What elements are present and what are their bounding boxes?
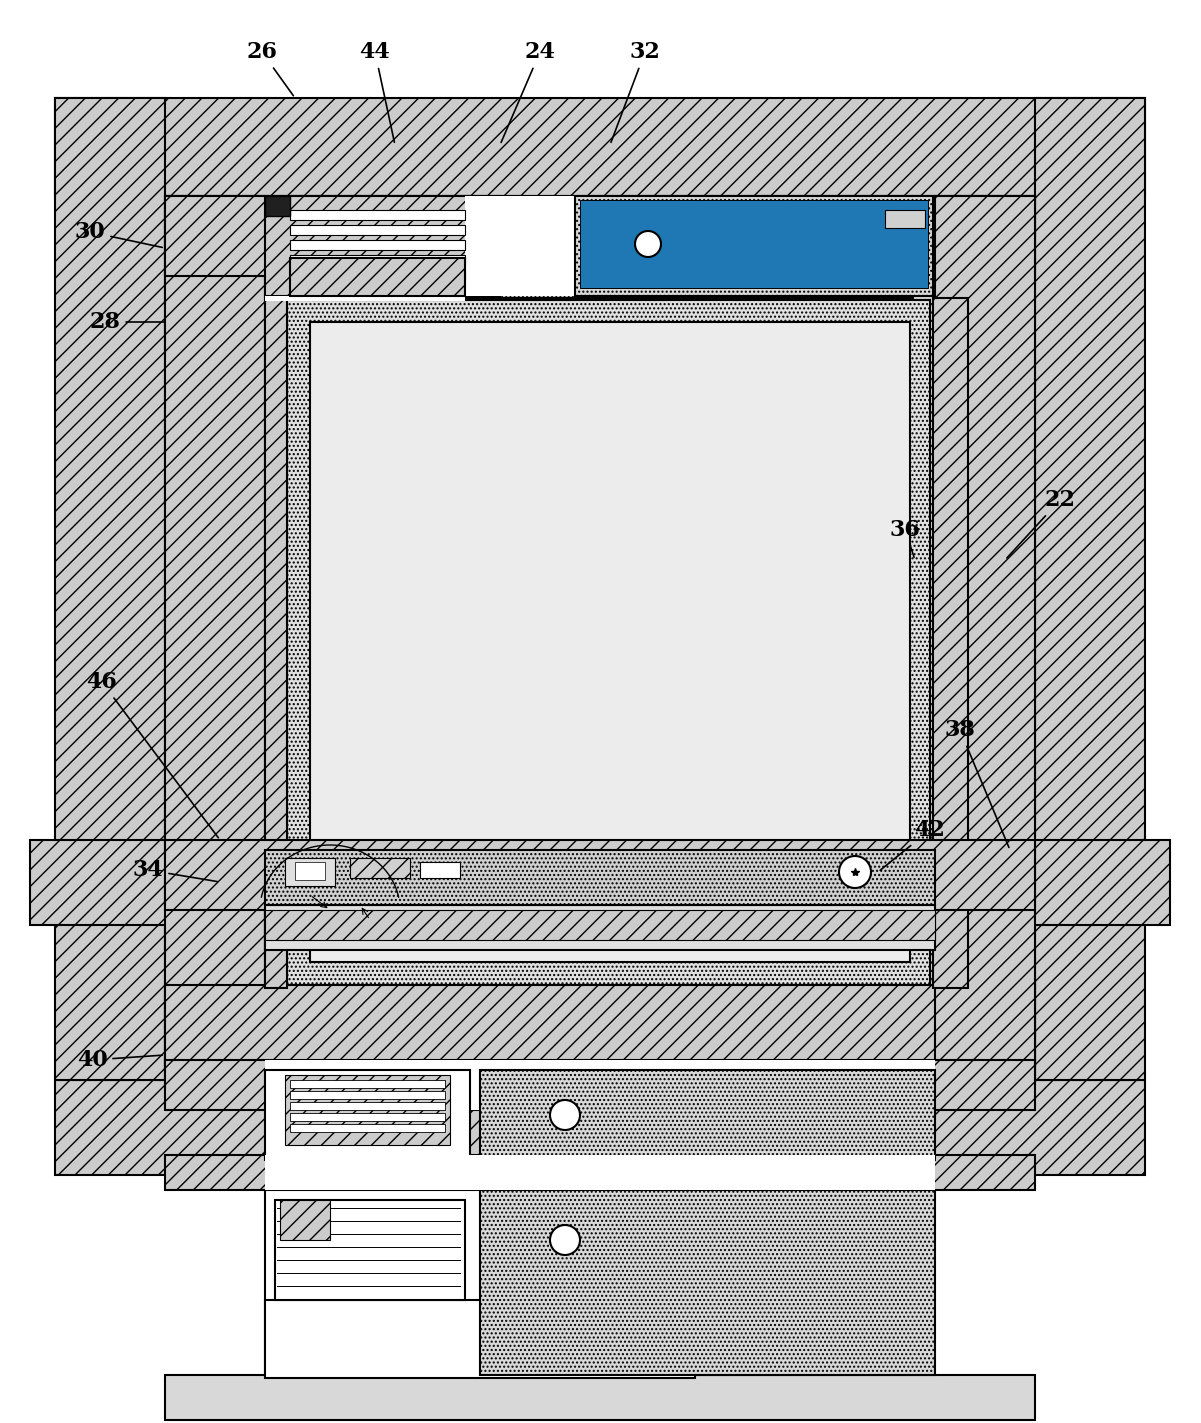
Bar <box>285 1074 450 1146</box>
Bar <box>287 300 930 985</box>
Bar <box>165 840 1035 909</box>
Bar <box>289 240 465 250</box>
Bar <box>936 196 1035 1080</box>
Bar <box>165 1060 1035 1110</box>
Bar <box>285 858 335 887</box>
Bar <box>289 1091 446 1099</box>
Bar <box>265 1190 695 1375</box>
Text: 38: 38 <box>944 719 1009 848</box>
Bar <box>265 909 936 941</box>
Bar <box>580 201 928 287</box>
Bar <box>265 196 500 296</box>
Bar <box>280 1200 330 1239</box>
Bar <box>265 198 933 988</box>
Bar <box>575 196 933 296</box>
Bar <box>265 1070 470 1160</box>
Bar <box>30 840 171 925</box>
Bar <box>275 1200 465 1301</box>
Bar <box>285 297 913 828</box>
Bar <box>165 1155 1035 1190</box>
Bar <box>265 196 289 216</box>
Circle shape <box>839 857 871 888</box>
Circle shape <box>635 231 661 258</box>
Bar <box>465 196 575 296</box>
Text: 36: 36 <box>890 519 920 558</box>
Text: 34: 34 <box>132 859 217 881</box>
Bar <box>165 196 1035 276</box>
Bar <box>885 211 925 228</box>
Text: 22: 22 <box>1006 490 1076 558</box>
Bar <box>289 225 465 235</box>
Bar <box>933 297 968 988</box>
Bar <box>165 1375 1035 1420</box>
Bar <box>1030 840 1170 925</box>
Bar <box>265 1301 695 1377</box>
Text: 26: 26 <box>246 41 293 95</box>
Bar <box>265 850 936 905</box>
Bar <box>55 1080 1145 1175</box>
Bar <box>265 296 465 302</box>
Text: 46: 46 <box>86 672 219 838</box>
Text: 32: 32 <box>611 41 661 142</box>
Text: 24: 24 <box>501 41 555 142</box>
Bar <box>55 98 1145 196</box>
Bar <box>289 1080 446 1089</box>
Bar <box>420 862 460 878</box>
Bar <box>295 862 325 879</box>
Circle shape <box>550 1100 580 1130</box>
Bar <box>289 258 465 296</box>
Bar <box>265 905 936 951</box>
Bar <box>265 1155 936 1190</box>
Bar <box>480 1190 936 1375</box>
Text: 30: 30 <box>74 221 162 248</box>
Bar <box>310 322 910 962</box>
Bar <box>480 1070 936 1160</box>
Text: 42: 42 <box>880 820 945 871</box>
Bar <box>289 1124 446 1133</box>
Bar <box>265 1060 936 1110</box>
Bar <box>165 985 1035 1064</box>
Circle shape <box>550 1225 580 1255</box>
Text: 40: 40 <box>77 1049 162 1072</box>
Bar <box>165 196 265 1080</box>
Bar <box>289 211 465 221</box>
Bar <box>289 1113 446 1121</box>
Bar <box>55 98 165 1080</box>
Bar <box>289 1101 446 1110</box>
Text: 44: 44 <box>359 41 394 142</box>
Bar <box>265 297 287 988</box>
Bar <box>1035 98 1145 1080</box>
Bar <box>349 858 410 878</box>
Bar <box>289 270 465 280</box>
Bar <box>265 198 933 988</box>
Text: 28: 28 <box>90 312 166 333</box>
Bar <box>289 255 465 265</box>
